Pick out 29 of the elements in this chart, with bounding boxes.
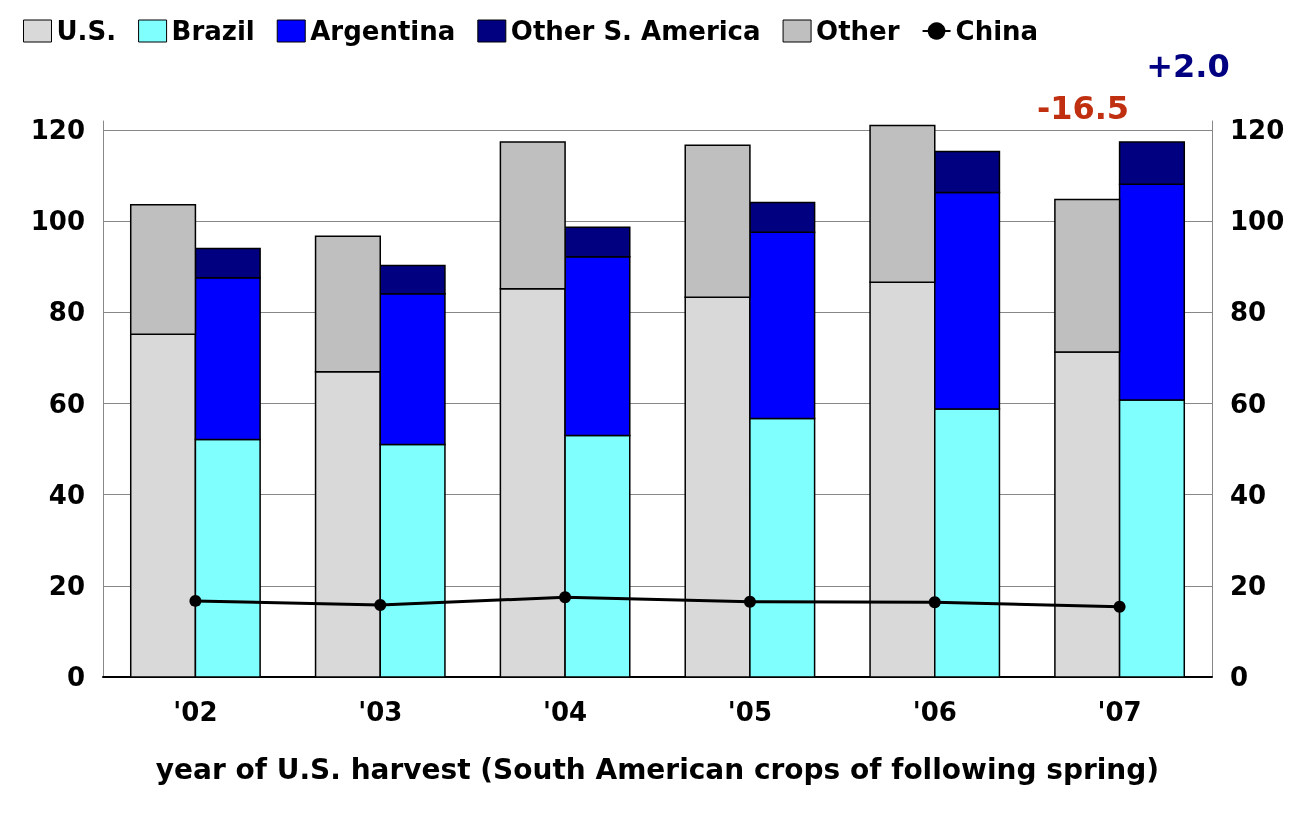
y2-tick-label: 80 <box>1230 297 1267 328</box>
legend-label: Argentina <box>310 16 456 46</box>
y2-tick-label: 20 <box>1230 570 1267 601</box>
x-axis-title: year of U.S. harvest (South American crops of following spring) <box>155 752 1160 786</box>
y-tick-label: 80 <box>48 297 85 328</box>
x-tick-label: '06 <box>912 697 957 727</box>
y-tick-label: 0 <box>66 662 85 692</box>
y-tick-label: 100 <box>30 206 85 237</box>
y2-tick-label: 40 <box>1230 479 1267 510</box>
legend-label: Other <box>816 16 900 46</box>
legend-label: China <box>955 16 1039 46</box>
y2-tick-label: 60 <box>1230 388 1267 419</box>
y2-tick-label: 120 <box>1230 115 1285 146</box>
y-tick-label: 60 <box>48 388 85 419</box>
y-tick-label: 120 <box>30 115 85 146</box>
y2-tick-label: 0 <box>1230 662 1249 692</box>
y-tick-label: 40 <box>48 479 85 510</box>
x-tick-label: '05 <box>727 697 772 727</box>
x-tick-label: '02 <box>173 697 218 727</box>
x-tick-label: '07 <box>1097 697 1142 727</box>
annotation: -16.5 <box>1036 89 1130 127</box>
legend-label: Other S. America <box>510 16 761 46</box>
x-tick-label: '04 <box>543 697 588 727</box>
y-tick-label: 20 <box>48 570 85 601</box>
legend-label: U.S. <box>56 16 117 46</box>
text: +2.0 <box>1146 47 1230 85</box>
x-tick-label: '03 <box>358 697 403 727</box>
y2-tick-label: 100 <box>1230 206 1285 237</box>
legend-label: Brazil <box>171 16 255 46</box>
